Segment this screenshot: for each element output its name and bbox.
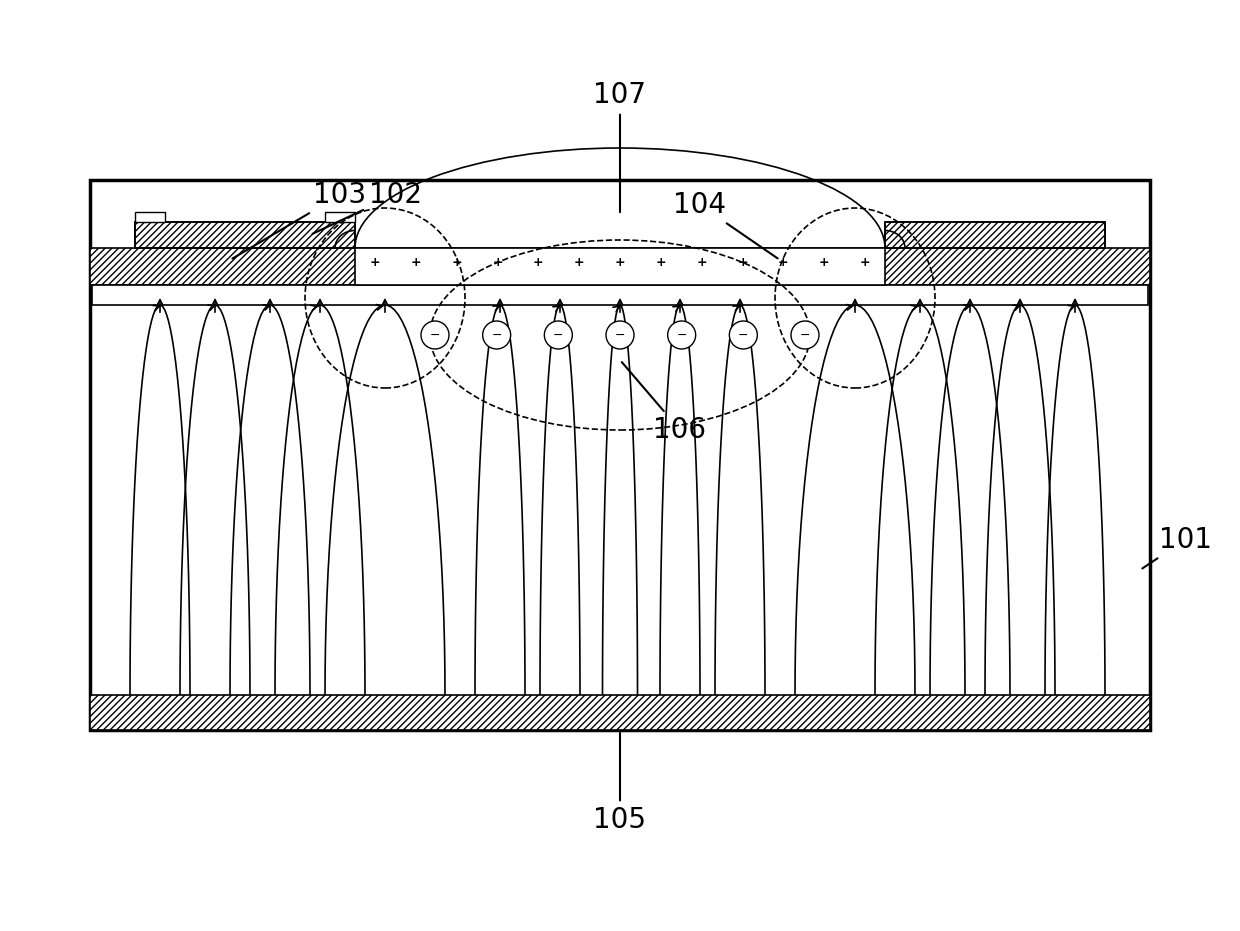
Text: +: + xyxy=(615,257,625,269)
Text: −: − xyxy=(615,329,625,342)
Bar xyxy=(135,222,355,248)
Text: +: + xyxy=(656,257,666,269)
Text: −: − xyxy=(738,329,749,342)
Text: −: − xyxy=(553,329,564,342)
Circle shape xyxy=(422,321,449,349)
Circle shape xyxy=(606,321,634,349)
Bar xyxy=(355,248,885,285)
Text: 102: 102 xyxy=(312,181,422,234)
Text: +: + xyxy=(697,257,707,269)
Text: 106: 106 xyxy=(621,362,707,444)
Text: 101: 101 xyxy=(1142,526,1211,569)
Bar xyxy=(135,222,355,248)
Text: +: + xyxy=(738,257,748,269)
Bar xyxy=(885,222,1105,248)
Circle shape xyxy=(667,321,696,349)
Text: 105: 105 xyxy=(594,733,646,834)
Text: +: + xyxy=(574,257,584,269)
Circle shape xyxy=(791,321,818,349)
Bar xyxy=(92,285,1148,305)
Text: 107: 107 xyxy=(594,81,646,212)
Circle shape xyxy=(482,321,511,349)
Text: 104: 104 xyxy=(673,191,777,259)
Text: +: + xyxy=(533,257,543,269)
Text: +: + xyxy=(818,257,830,269)
Bar xyxy=(135,212,165,222)
Circle shape xyxy=(544,321,573,349)
Text: +: + xyxy=(777,257,789,269)
Text: −: − xyxy=(430,329,440,342)
Bar xyxy=(91,695,1149,730)
Bar xyxy=(325,212,355,222)
Bar xyxy=(91,180,1149,730)
Text: −: − xyxy=(491,329,502,342)
Text: +: + xyxy=(451,257,463,269)
Text: +: + xyxy=(370,257,381,269)
Text: −: − xyxy=(676,329,687,342)
Text: +: + xyxy=(492,257,502,269)
Text: −: − xyxy=(800,329,810,342)
Bar xyxy=(885,222,1105,248)
Bar xyxy=(91,248,1149,285)
Circle shape xyxy=(729,321,758,349)
Text: +: + xyxy=(410,257,422,269)
Text: 103: 103 xyxy=(232,181,367,259)
Text: +: + xyxy=(859,257,870,269)
